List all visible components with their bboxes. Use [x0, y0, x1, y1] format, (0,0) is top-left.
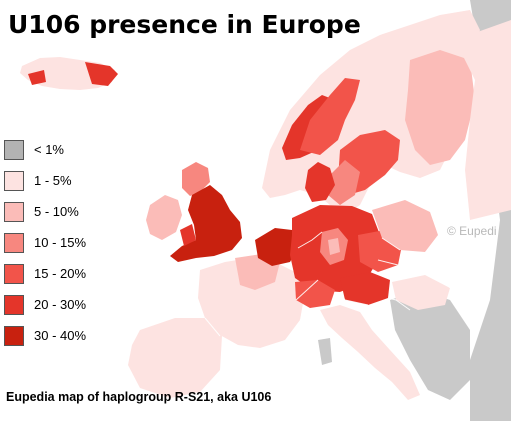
- region-england: [170, 185, 242, 262]
- region-norway-mid: [300, 78, 360, 155]
- region-ireland: [146, 195, 182, 240]
- region-hungary: [392, 275, 450, 310]
- region-balkans: [390, 290, 470, 400]
- region-italy: [320, 305, 420, 400]
- region-wales: [180, 224, 196, 246]
- region-iceland-west: [28, 70, 46, 85]
- legend-label: 20 - 30%: [34, 297, 87, 312]
- legend-item-30-40: 30 - 40%: [4, 326, 124, 348]
- region-finland: [405, 50, 475, 165]
- legend-label: 1 - 5%: [34, 173, 72, 188]
- map-caption: Eupedia map of haplogroup R-S21, aka U10…: [6, 390, 272, 404]
- region-poland: [372, 200, 438, 252]
- legend-item-20-30: 20 - 30%: [4, 295, 124, 317]
- legend-label: 5 - 10%: [34, 204, 79, 219]
- legend-item-lt1: < 1%: [4, 140, 124, 162]
- legend-swatch: [4, 233, 24, 253]
- legend-label: 30 - 40%: [34, 328, 87, 343]
- legend-item-15-20: 15 - 20%: [4, 264, 124, 286]
- region-iceland-east: [85, 62, 118, 86]
- legend-label: 10 - 15%: [34, 235, 87, 250]
- region-benelux: [255, 228, 298, 266]
- region-iberia: [128, 318, 222, 398]
- region-russia-north: [455, 20, 511, 220]
- legend-item-5-10: 5 - 10%: [4, 202, 124, 224]
- region-germany-core: [328, 238, 340, 255]
- legend-label: 15 - 20%: [34, 266, 87, 281]
- region-switzerland: [295, 280, 335, 308]
- country-borders: [204, 231, 451, 337]
- map-title: U106 presence in Europe: [8, 10, 361, 39]
- watermark: © Eupedi: [447, 224, 497, 238]
- legend-swatch: [4, 140, 24, 160]
- region-denmark: [305, 162, 335, 202]
- legend-swatch: [4, 326, 24, 346]
- region-sweden-mid: [328, 160, 360, 205]
- legend-label: < 1%: [34, 142, 64, 157]
- legend-swatch: [4, 202, 24, 222]
- legend-swatch: [4, 264, 24, 284]
- region-austria: [340, 272, 390, 305]
- legend-swatch: [4, 295, 24, 315]
- legend-swatch: [4, 171, 24, 191]
- region-sardinia: [318, 338, 332, 365]
- legend-item-10-15: 10 - 15%: [4, 233, 124, 255]
- region-france: [198, 258, 305, 348]
- legend-item-1-5: 1 - 5%: [4, 171, 124, 193]
- region-scotland: [182, 162, 210, 196]
